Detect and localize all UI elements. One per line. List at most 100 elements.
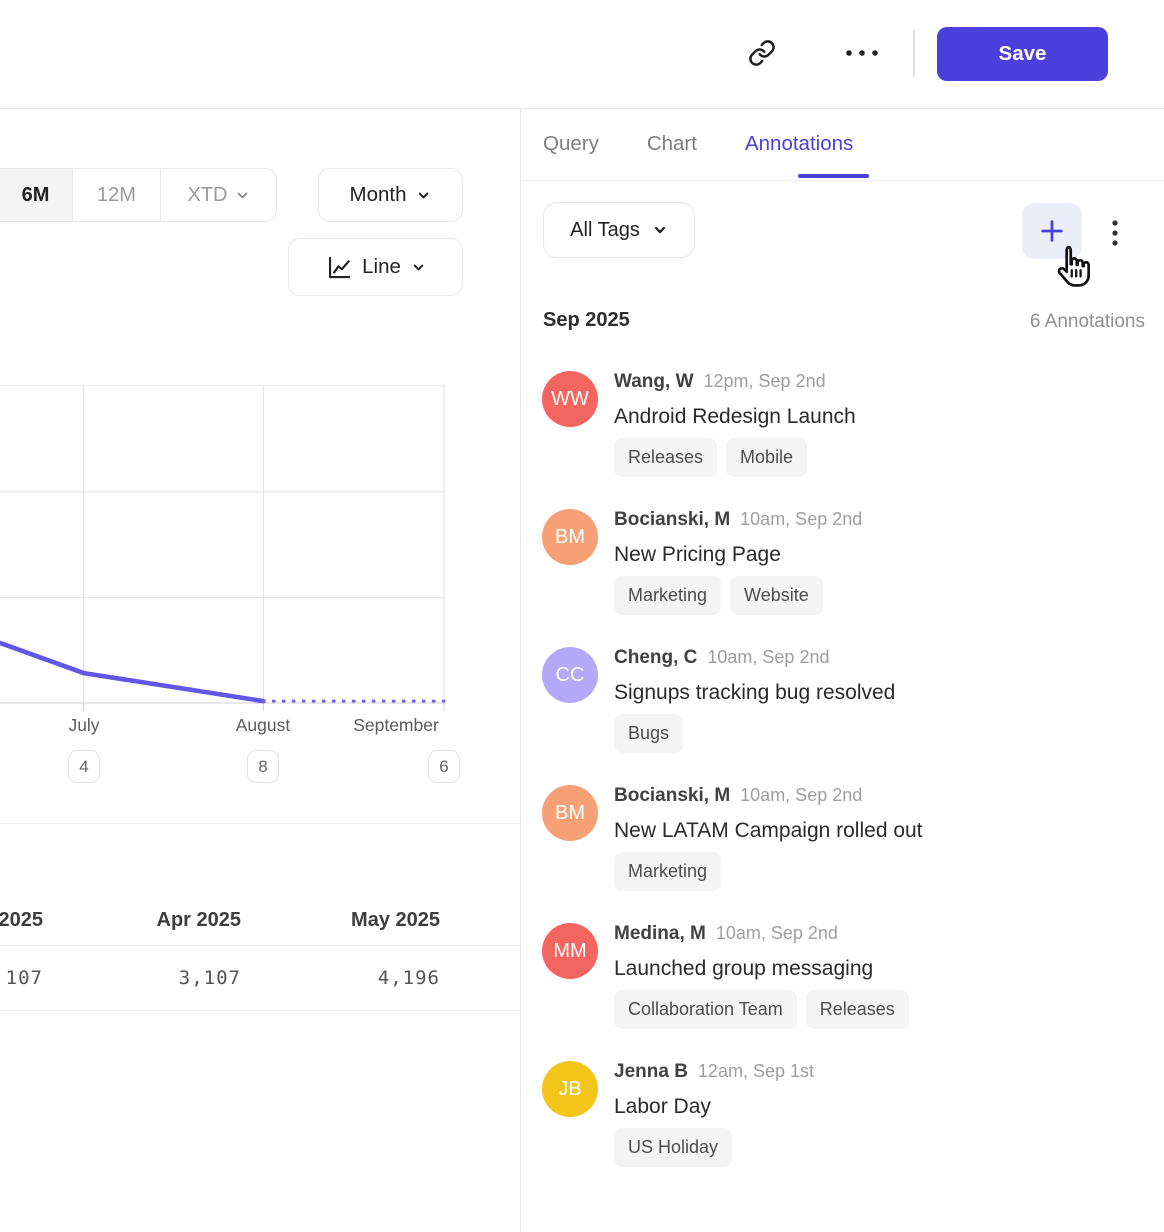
annotation-timestamp: 12am, Sep 1st (697, 1061, 814, 1081)
annotation-tag[interactable]: Website (730, 576, 823, 615)
annotation-timestamp: 10am, Sep 2nd (740, 509, 863, 529)
table-column-header: 2025 (0, 909, 43, 931)
line-chart-icon (329, 256, 351, 278)
avatar: JB (542, 1061, 598, 1117)
annotation-author: Medina, M (614, 923, 706, 944)
save-button[interactable]: Save (937, 27, 1108, 81)
avatar: CC (542, 647, 598, 703)
annotation-timestamp: 10am, Sep 2nd (707, 647, 830, 667)
annotation-tag[interactable]: Marketing (614, 576, 722, 615)
annotation-count-badge[interactable]: 8 (247, 750, 279, 783)
annotation-title: Labor Day (614, 1095, 711, 1118)
annotation-timestamp: 10am, Sep 2nd (740, 785, 863, 805)
tab-query[interactable]: Query (543, 132, 599, 155)
annotation-item[interactable]: CC Cheng, C 10am, Sep 2nd Signups tracki… (542, 647, 1148, 753)
annotation-tags: Marketing Website (614, 576, 862, 615)
annotation-title: Signups tracking bug resolved (614, 681, 896, 704)
annotation-item[interactable]: BM Bocianski, M 10am, Sep 2nd New LATAM … (542, 785, 1148, 891)
x-axis-label: July (68, 715, 100, 735)
table-cell-value: 4,196 (377, 967, 440, 989)
annotation-count-badge[interactable]: 4 (68, 750, 100, 783)
annotation-title: New LATAM Campaign rolled out (614, 819, 923, 842)
toolbar-divider (913, 30, 915, 77)
range-option-12m[interactable]: 12M (72, 169, 160, 221)
annotation-body: Medina, M 10am, Sep 2nd Launched group m… (614, 923, 909, 1029)
tag-filter-dropdown[interactable]: All Tags (543, 202, 695, 258)
annotation-tag[interactable]: Releases (805, 990, 909, 1029)
x-axis-label: August (235, 715, 291, 735)
link-icon[interactable] (747, 38, 777, 68)
avatar: WW (542, 371, 598, 427)
chart-annotation-badges: 4 8 6 (0, 750, 460, 786)
date-range-selector: 6M 12M XTD (0, 168, 277, 222)
annotation-tags: Collaboration Team Releases (614, 990, 909, 1029)
table-column-header: Apr 2025 (156, 909, 242, 931)
table-border (0, 1010, 520, 1011)
tabs-divider (521, 180, 1164, 181)
annotation-tag[interactable]: Mobile (726, 438, 808, 477)
annotation-title: Launched group messaging (614, 957, 874, 980)
table-cell-value: 3,107 (178, 967, 241, 989)
annotation-list: WW Wang, W 12pm, Sep 2nd Android Redesig… (542, 371, 1148, 1167)
avatar: BM (542, 785, 598, 841)
annotation-tags: Marketing (614, 852, 923, 891)
annotation-tags: Bugs (614, 714, 895, 753)
annotation-tag[interactable]: Releases (614, 438, 718, 477)
annotation-body: Cheng, C 10am, Sep 2nd Signups tracking … (614, 647, 895, 753)
annotation-body: Bocianski, M 10am, Sep 2nd New Pricing P… (614, 509, 862, 615)
add-annotation-button[interactable] (1022, 203, 1082, 259)
header-divider (0, 108, 1164, 109)
annotation-count-badge[interactable]: 6 (428, 750, 460, 783)
annotation-tag[interactable]: Collaboration Team (614, 990, 797, 1029)
annotation-item[interactable]: MM Medina, M 10am, Sep 2nd Launched grou… (542, 923, 1148, 1029)
table-cell-value: 107 (5, 967, 43, 989)
kebab-menu-icon[interactable] (1103, 216, 1127, 250)
plus-icon (1041, 220, 1063, 242)
annotation-tags: Releases Mobile (614, 438, 856, 477)
annotation-author: Wang, W (614, 371, 694, 392)
annotation-body: Wang, W 12pm, Sep 2nd Android Redesign L… (614, 371, 856, 477)
annotation-body: Jenna B 12am, Sep 1st Labor Day US Holid… (614, 1061, 814, 1167)
annotation-title: Android Redesign Launch (614, 405, 856, 428)
table-column-header: May 2025 (351, 909, 440, 931)
granularity-dropdown[interactable]: Month (318, 168, 463, 222)
annotation-author: Bocianski, M (614, 509, 731, 530)
annotation-tag[interactable]: US Holiday (614, 1128, 733, 1167)
annotation-item[interactable]: WW Wang, W 12pm, Sep 2nd Android Redesig… (542, 371, 1148, 477)
active-tab-underline (798, 174, 869, 178)
avatar: BM (542, 509, 598, 565)
panel-tabs: Query Chart Annotations (543, 108, 853, 180)
chevron-down-icon (237, 192, 247, 198)
chart-type-dropdown[interactable]: Line (288, 238, 463, 296)
annotation-count-label: 6 Annotations (1029, 311, 1145, 332)
table-border (0, 823, 520, 824)
annotation-author: Cheng, C (614, 647, 698, 668)
line-chart-plot (0, 384, 447, 713)
tab-annotations[interactable]: Annotations (744, 132, 854, 155)
annotation-item[interactable]: JB Jenna B 12am, Sep 1st Labor Day US Ho… (542, 1061, 1148, 1167)
panel-divider (520, 108, 521, 1232)
results-table: 2025 107 Apr 2025 3,107 May 2025 4,196 (0, 823, 520, 1013)
range-option-xtd[interactable]: XTD (160, 169, 276, 221)
annotation-tags: US Holiday (614, 1128, 814, 1167)
avatar: MM (542, 923, 598, 979)
annotation-author: Bocianski, M (614, 785, 731, 806)
annotation-title: New Pricing Page (614, 543, 781, 566)
chevron-down-icon (413, 264, 424, 270)
tab-chart[interactable]: Chart (646, 132, 697, 155)
annotation-item[interactable]: BM Bocianski, M 10am, Sep 2nd New Pricin… (542, 509, 1148, 615)
annotation-tag[interactable]: Bugs (614, 714, 684, 753)
annotation-timestamp: 10am, Sep 2nd (715, 923, 838, 943)
chart-x-axis-labels: July August September (0, 715, 446, 741)
range-option-6m[interactable]: 6M (0, 169, 72, 221)
chevron-down-icon (654, 226, 665, 234)
chevron-down-icon (419, 192, 429, 198)
table-border (0, 945, 520, 946)
x-axis-label: September (353, 715, 439, 735)
annotation-author: Jenna B (614, 1061, 688, 1082)
annotation-month-header: Sep 2025 (543, 309, 630, 331)
more-horizontal-icon[interactable] (842, 47, 882, 59)
annotation-timestamp: 12pm, Sep 2nd (703, 371, 826, 391)
annotation-tag[interactable]: Marketing (614, 852, 722, 891)
